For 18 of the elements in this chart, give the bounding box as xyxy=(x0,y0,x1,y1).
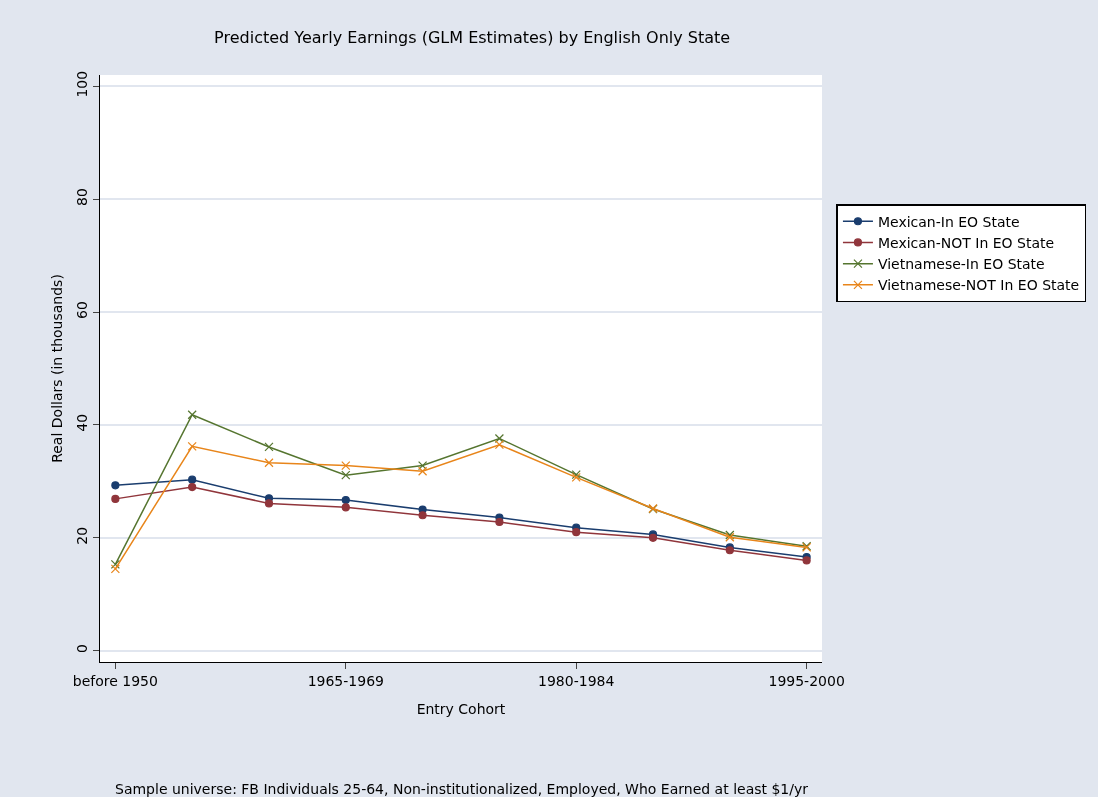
x-tick-label: 1965-1969 xyxy=(307,672,384,689)
text: Sample universe: FB Individuals 25-64, Non-institutionalized, Employed, Who Earned at least $1/yr xyxy=(115,781,809,797)
x-tick-label: 1980-1984 xyxy=(538,672,615,689)
y-tick-label: 60 xyxy=(74,301,91,319)
x-axis-title: Entry Cohort xyxy=(416,701,506,717)
legend-label: Mexican-In EO State xyxy=(877,213,1020,230)
legend-label: Vietnamese-In EO State xyxy=(877,256,1045,273)
y-tick-label: 40 xyxy=(74,413,91,432)
legend-label: Mexican-NOT In EO State xyxy=(877,234,1055,251)
x-tick-label: 1995-2000 xyxy=(768,672,845,689)
y-tick-label: 20 xyxy=(74,526,91,545)
legend-label: Vietnamese-NOT In EO State xyxy=(877,277,1080,294)
y-tick-label: 0 xyxy=(74,644,91,654)
chart-title: Predicted Yearly Earnings (GLM Estimates) by English Only State xyxy=(214,28,731,48)
y-tick-label: 80 xyxy=(74,188,91,206)
y-axis-title: Real Dollars (in thousands) xyxy=(49,274,65,463)
x-tick-label: before 1950 xyxy=(72,672,158,689)
y-tick-label: 100 xyxy=(74,70,91,98)
